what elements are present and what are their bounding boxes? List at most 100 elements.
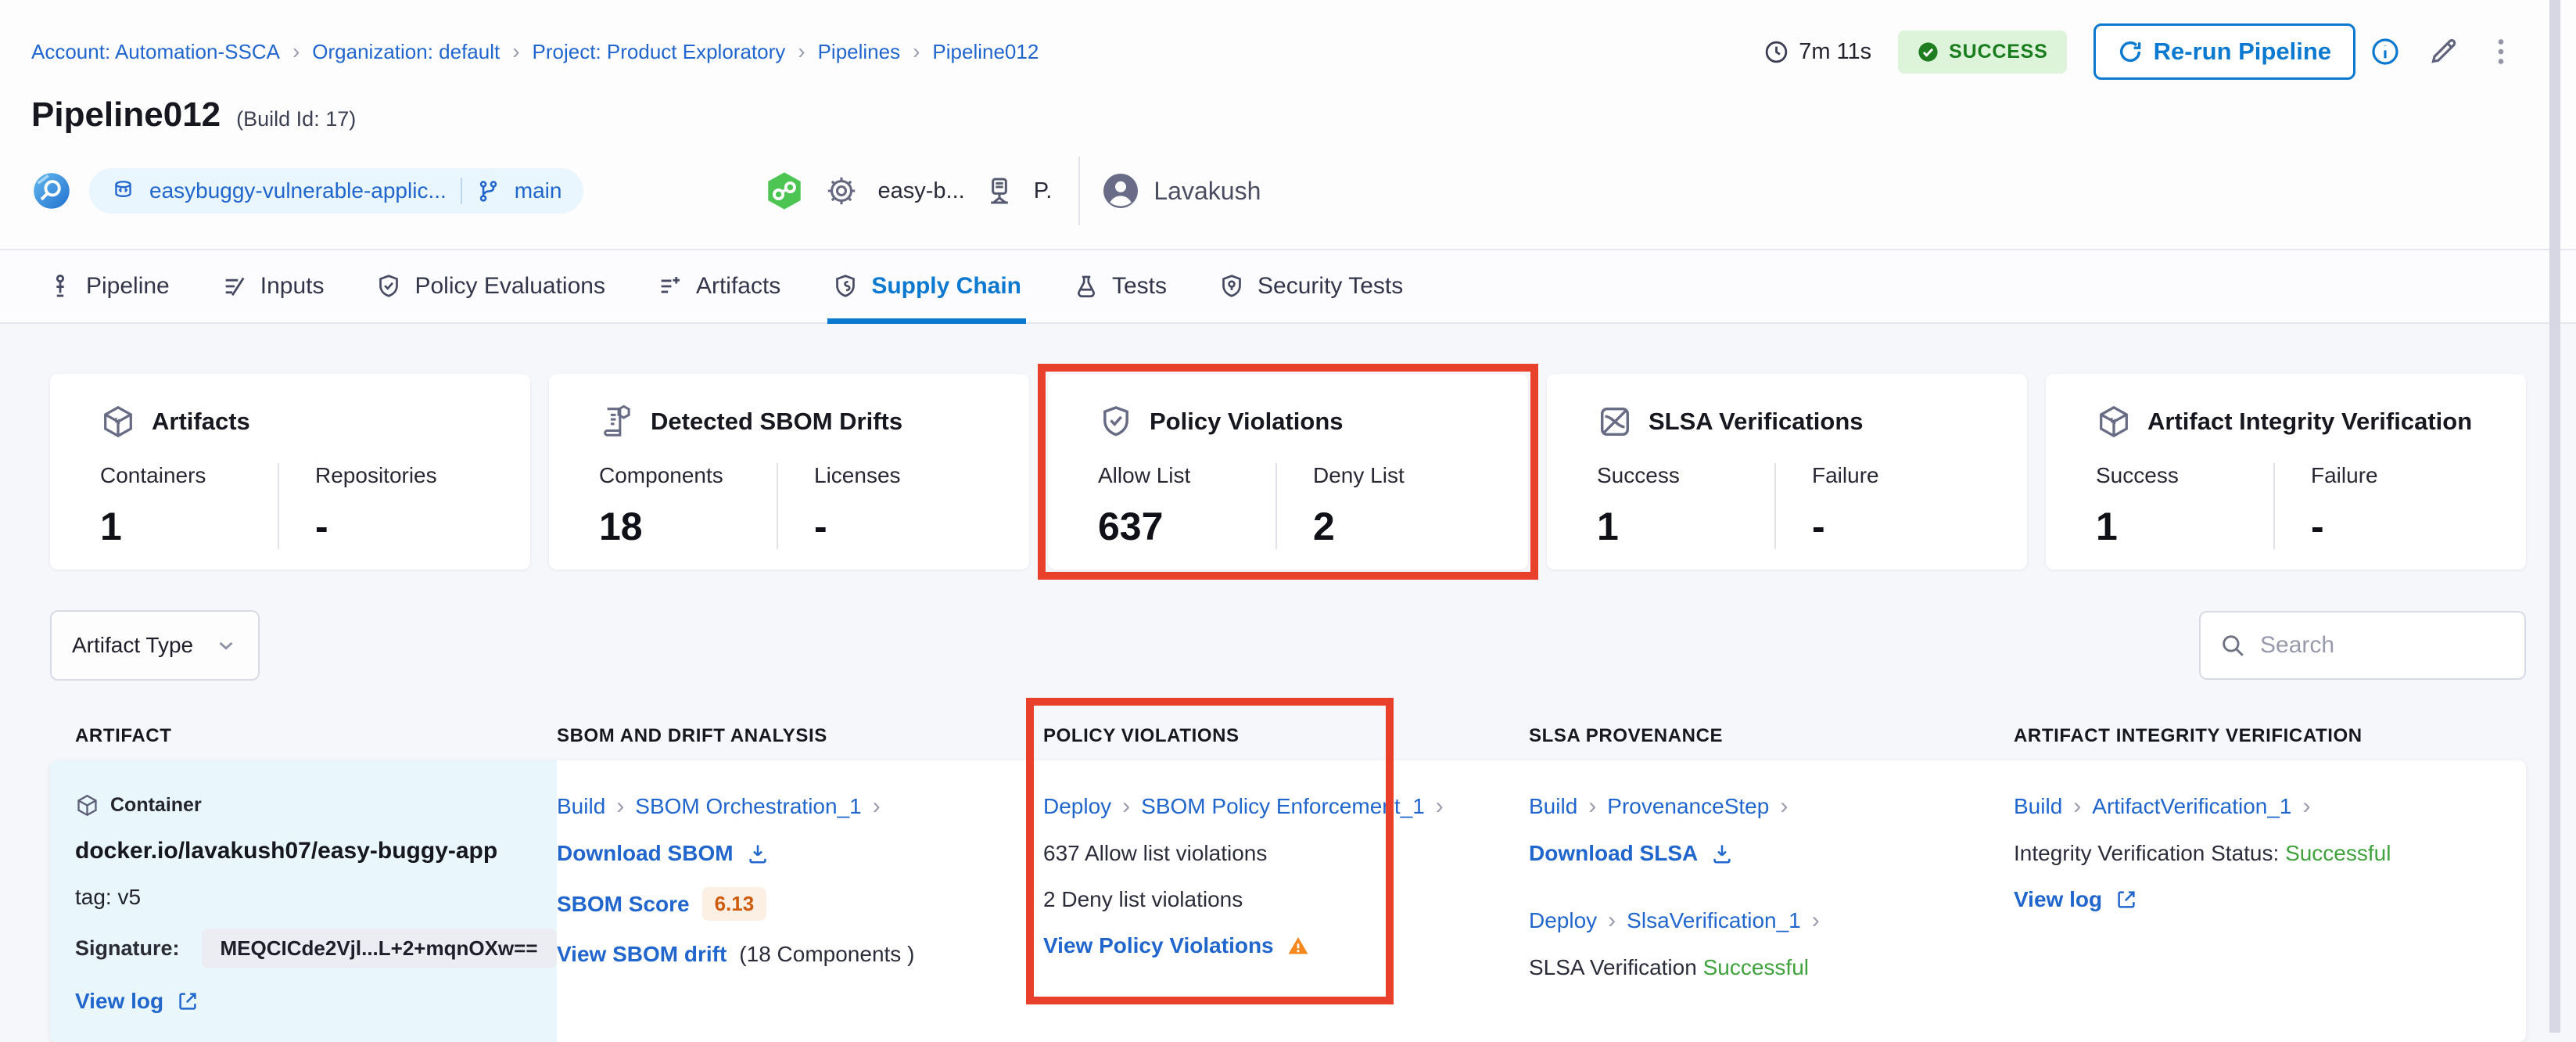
gear-icon[interactable] <box>824 174 859 208</box>
artifact-type-dropdown[interactable]: Artifact Type <box>50 610 260 681</box>
chevron-right-icon <box>2303 793 2311 820</box>
step-link[interactable]: ArtifactVerification_1 <box>2092 794 2291 819</box>
col-header-policy: POLICY VIOLATIONS <box>1043 725 1529 747</box>
external-link-icon <box>176 990 199 1013</box>
cube-icon <box>100 404 136 440</box>
ci-hexagon-icon <box>763 170 805 212</box>
external-link-icon <box>2115 888 2138 911</box>
step-link[interactable]: ProvenanceStep <box>1607 794 1769 819</box>
download-icon <box>1710 842 1734 865</box>
download-slsa-link[interactable]: Download SLSA <box>1529 841 1734 866</box>
pipeline-tabs: Pipeline Inputs Policy Evaluations Artif… <box>0 249 2576 324</box>
stage-link[interactable]: Build <box>2014 794 2062 819</box>
trigger-name: easy-b... <box>877 178 964 204</box>
sbom-score-badge: 6.13 <box>702 887 767 921</box>
supply-chain-content: Artifacts Containers1 Repositories- Dete… <box>0 324 2576 1042</box>
rerun-label: Re-run Pipeline <box>2154 38 2331 66</box>
branch-name: main <box>515 178 562 203</box>
kebab-menu-icon[interactable] <box>2485 36 2517 67</box>
metric-value: 18 <box>599 504 777 549</box>
artifact-view-log-link[interactable]: View log <box>75 989 199 1014</box>
info-icon[interactable] <box>2370 36 2401 67</box>
slsa-provenance-cell: Build ProvenanceStep Download SLSA Deplo… <box>1529 760 2014 1042</box>
stage-link[interactable]: Build <box>1529 794 1577 819</box>
tab-security-tests[interactable]: Security Tests <box>1218 250 1403 322</box>
sbom-stage-breadcrumb: Build SBOM Orchestration_1 <box>557 793 881 820</box>
status-badge: SUCCESS <box>1898 31 2066 74</box>
slsa-stage-breadcrumb-1: Build ProvenanceStep <box>1529 793 1788 820</box>
breadcrumb: Account: Automation-SSCA Organization: d… <box>31 39 1039 64</box>
metric-value: - <box>315 504 493 549</box>
integrity-view-log-link[interactable]: View log <box>2014 887 2138 912</box>
search-box <box>2199 611 2526 680</box>
artifact-tag: tag: v5 <box>75 885 141 910</box>
table-row: Container docker.io/lavakush07/easy-bugg… <box>50 760 2526 1042</box>
artifacts-table: ARTIFACT SBOM AND DRIFT ANALYSIS POLICY … <box>50 712 2526 1042</box>
edit-pencil-icon[interactable] <box>2427 36 2459 67</box>
policy-violations-cell: Deploy SBOM Policy Enforcement_1 637 All… <box>1043 760 1529 1042</box>
shield-check-icon <box>375 273 402 300</box>
git-branch-icon <box>476 179 500 203</box>
search-input[interactable] <box>2260 632 2506 659</box>
metric-label: Deny List <box>1313 463 1491 488</box>
tab-artifacts[interactable]: Artifacts <box>657 250 780 322</box>
breadcrumb-project[interactable]: Project: Product Exploratory <box>533 40 786 64</box>
pipeline-duration: 7m 11s <box>1763 39 1871 65</box>
metric-value: 1 <box>1597 504 1774 549</box>
tab-supply-chain[interactable]: Supply Chain <box>832 250 1021 322</box>
signature-value[interactable]: MEQCICde2Vjl...L+2+mqnOXw== <box>202 929 557 968</box>
step-link[interactable]: SBOM Policy Enforcement_1 <box>1141 794 1425 819</box>
sbom-score-line[interactable]: SBOM Score 6.13 <box>557 887 766 921</box>
repository-icon <box>111 179 135 203</box>
download-sbom-link[interactable]: Download SBOM <box>557 841 770 866</box>
tab-tests[interactable]: Tests <box>1073 250 1167 322</box>
stage-link[interactable]: Deploy <box>1529 908 1597 933</box>
status-successful: Successful <box>1703 955 1809 979</box>
tab-inputs[interactable]: Inputs <box>221 250 325 322</box>
chevron-right-icon <box>1588 793 1596 820</box>
step-link[interactable]: SBOM Orchestration_1 <box>635 794 861 819</box>
summary-cards: Artifacts Containers1 Repositories- Dete… <box>50 374 2526 570</box>
cube-icon <box>2096 404 2132 440</box>
chevron-right-icon <box>798 39 805 64</box>
download-icon <box>746 842 770 865</box>
view-policy-violations-link[interactable]: View Policy Violations <box>1043 933 1310 958</box>
chevron-right-icon <box>1608 907 1616 934</box>
stage-link[interactable]: Build <box>557 794 605 819</box>
deny-list-violations: 2 Deny list violations <box>1043 887 1243 912</box>
repo-branch-pill[interactable]: easybuggy-vulnerable-applic... main <box>89 168 583 214</box>
chevron-right-icon <box>512 39 519 64</box>
chevron-right-icon <box>913 39 920 64</box>
chevron-right-icon <box>2073 793 2081 820</box>
card-artifacts: Artifacts Containers1 Repositories- <box>50 374 530 570</box>
status-text: SUCCESS <box>1949 41 2047 63</box>
metric-label: Repositories <box>315 463 493 488</box>
card-title-text: SLSA Verifications <box>1649 408 1864 436</box>
breadcrumb-current-pipeline[interactable]: Pipeline012 <box>932 40 1039 64</box>
metric-label: Success <box>2096 463 2273 488</box>
slsa-stage-breadcrumb-2: Deploy SlsaVerification_1 <box>1529 907 1820 934</box>
drift-component-count: (18 Components ) <box>739 942 914 967</box>
col-header-integrity: ARTIFACT INTEGRITY VERIFICATION <box>2014 725 2526 747</box>
stage-link[interactable]: Deploy <box>1043 794 1111 819</box>
rerun-pipeline-button[interactable]: Re-run Pipeline <box>2093 23 2355 80</box>
tab-policy-evaluations[interactable]: Policy Evaluations <box>375 250 605 322</box>
user-name: Lavakush <box>1153 177 1261 206</box>
tab-pipeline[interactable]: Pipeline <box>47 250 170 322</box>
breadcrumb-pipelines[interactable]: Pipelines <box>818 40 901 64</box>
step-link[interactable]: SlsaVerification_1 <box>1627 908 1801 933</box>
pipeline-icon <box>47 273 74 300</box>
col-header-slsa: SLSA PROVENANCE <box>1529 725 2014 747</box>
view-sbom-drift-link[interactable]: View SBOM drift (18 Components ) <box>557 942 914 967</box>
metric-label: Licenses <box>814 463 992 488</box>
security-shield-icon <box>1218 273 1245 300</box>
breadcrumb-account[interactable]: Account: Automation-SSCA <box>31 40 280 64</box>
scan-globe-icon <box>31 171 72 211</box>
vertical-scrollbar[interactable] <box>2549 0 2560 1033</box>
card-sbom-drifts: Detected SBOM Drifts Components18 Licens… <box>549 374 1029 570</box>
metric-label: Allow List <box>1098 463 1275 488</box>
metric-label: Components <box>599 463 777 488</box>
metric-value: 1 <box>2096 504 2273 549</box>
breadcrumb-organization[interactable]: Organization: default <box>312 40 500 64</box>
divider <box>1078 156 1080 225</box>
